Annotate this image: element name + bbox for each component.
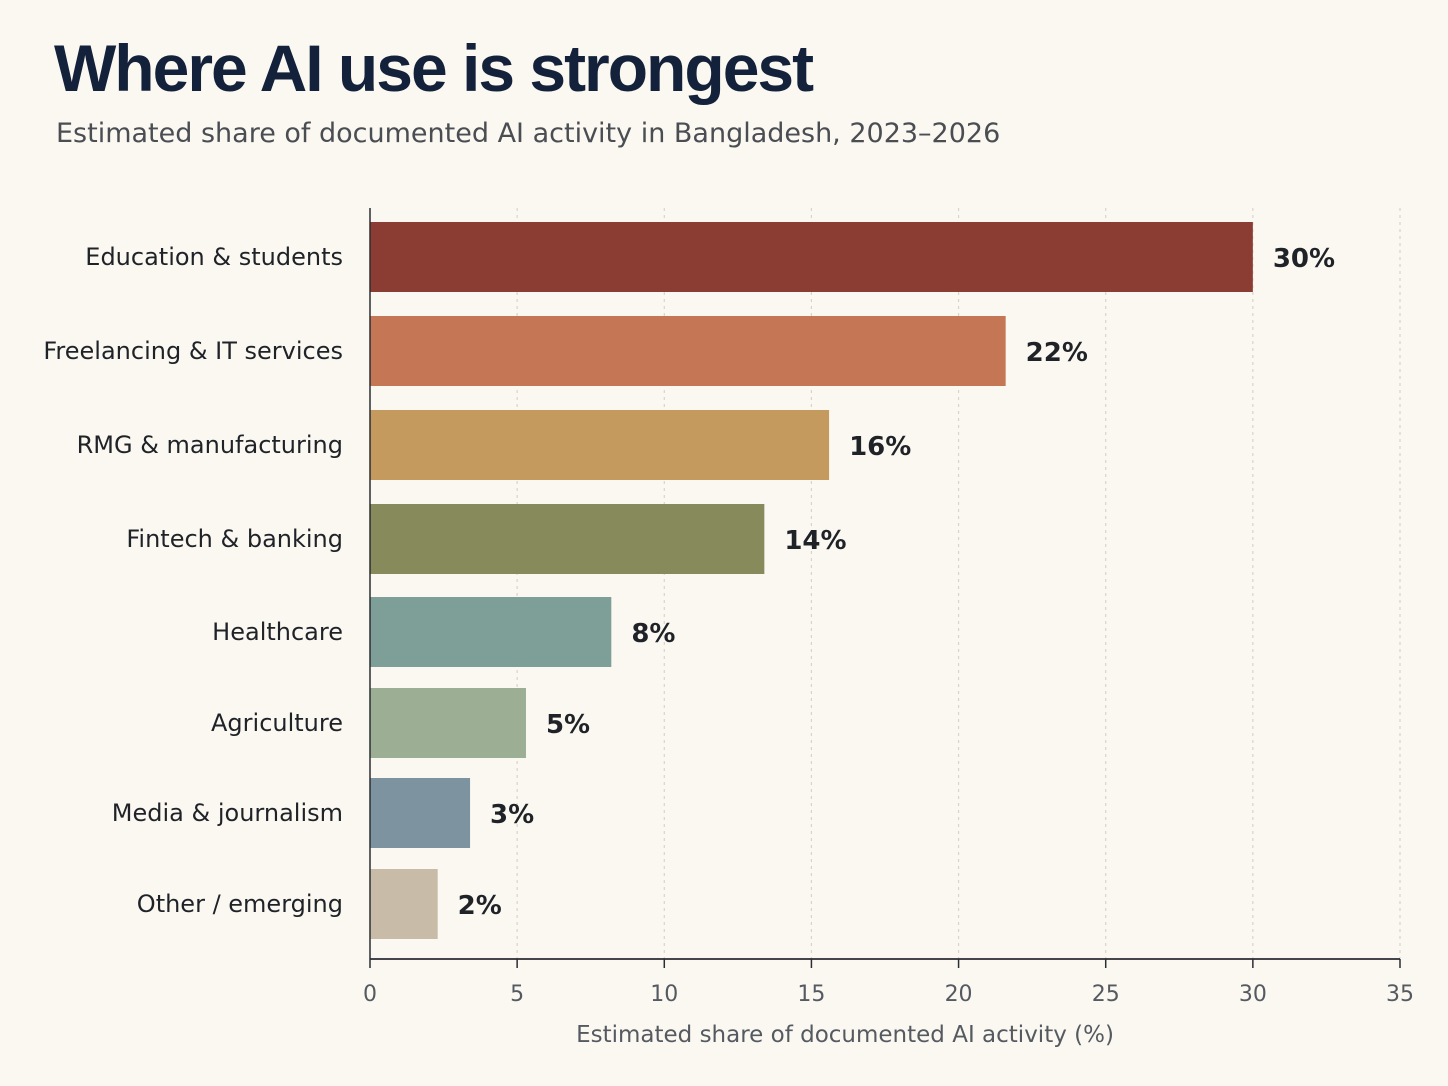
bar (370, 410, 830, 480)
bar (370, 597, 612, 667)
x-tick-label: 30 (1239, 982, 1267, 1007)
gridlines (516, 208, 1401, 959)
category-label: Media & journalism (112, 799, 343, 827)
value-label: 3% (490, 800, 534, 830)
bar (370, 316, 1006, 386)
bar (370, 688, 526, 758)
x-axis-title: Estimated share of documented AI activit… (576, 1022, 1114, 1048)
category-label: Fintech & banking (126, 525, 343, 553)
bar (370, 869, 438, 939)
x-tick-label: 0 (363, 982, 377, 1007)
bars (370, 222, 1253, 939)
value-label: 8% (631, 619, 675, 649)
category-label: RMG & manufacturing (77, 431, 343, 459)
x-tick-label: 20 (945, 982, 973, 1007)
bar (370, 778, 471, 848)
x-tick-label: 25 (1092, 982, 1120, 1007)
x-tick-label: 35 (1386, 982, 1414, 1007)
value-label: 30% (1273, 244, 1335, 274)
value-label: 2% (458, 891, 502, 921)
value-label: 22% (1026, 338, 1088, 368)
x-ticks: 0 5 10 15 20 25 30 35 (363, 959, 1414, 1007)
value-labels: 30% 22% 16% 14% 8% 5% 3% 2% (458, 244, 1335, 921)
bar (370, 504, 765, 574)
chart-title: Where AI use is strongest (54, 31, 814, 105)
category-label: Healthcare (212, 618, 343, 646)
axes (369, 208, 1400, 960)
category-label: Agriculture (211, 709, 343, 737)
value-label: 5% (546, 710, 590, 740)
x-tick-label: 15 (797, 982, 825, 1007)
x-tick-label: 5 (510, 982, 524, 1007)
category-label: Freelancing & IT services (43, 337, 343, 365)
category-label: Education & students (85, 243, 343, 271)
chart-subtitle: Estimated share of documented AI activit… (56, 118, 1001, 149)
x-tick-label: 10 (650, 982, 678, 1007)
value-label: 16% (849, 432, 911, 462)
category-labels: Education & students Freelancing & IT ser… (43, 243, 343, 918)
category-label: Other / emerging (137, 890, 343, 918)
bar (370, 222, 1253, 292)
value-label: 14% (784, 526, 846, 556)
